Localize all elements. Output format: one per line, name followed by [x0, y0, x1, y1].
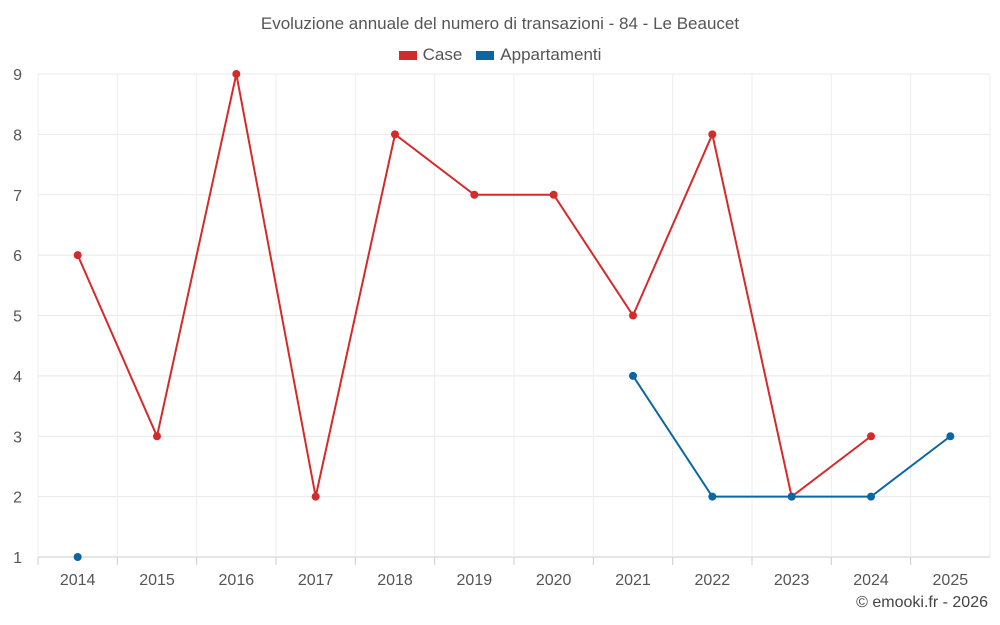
y-tick-label: 6	[13, 248, 22, 265]
data-point-appartamenti	[708, 492, 717, 501]
legend-item[interactable]: Appartamenti	[476, 45, 601, 65]
data-point-case	[629, 311, 637, 320]
data-point-case	[470, 190, 479, 199]
legend-label: Appartamenti	[500, 45, 602, 64]
x-tick-label: 2015	[139, 572, 175, 589]
x-tick-label: 2016	[219, 572, 255, 589]
legend-swatch	[398, 50, 417, 60]
x-tick-label: 2025	[933, 572, 969, 589]
data-point-appartamenti	[73, 553, 82, 561]
x-tick-label: 2014	[60, 572, 96, 589]
legend: Case Appartamenti	[0, 45, 1000, 65]
x-tick-label: 2019	[457, 572, 493, 589]
data-point-appartamenti	[787, 492, 796, 501]
y-tick-label: 3	[13, 429, 22, 446]
data-point-case	[232, 70, 241, 78]
data-point-appartamenti	[946, 432, 955, 441]
x-tick-label: 2017	[298, 572, 334, 589]
legend-label: Case	[422, 45, 463, 64]
y-tick-label: 7	[13, 188, 22, 205]
y-tick-label: 2	[13, 490, 22, 507]
data-point-case	[708, 130, 717, 139]
x-tick-label: 2018	[377, 572, 413, 589]
legend-item[interactable]: Case	[398, 45, 463, 65]
data-point-case	[73, 251, 82, 260]
y-tick-label: 9	[13, 67, 22, 84]
data-point-case	[391, 130, 399, 139]
y-tick-label: 1	[13, 550, 22, 567]
credit: © emooki.fr - 2026	[856, 594, 988, 611]
y-tick-label: 8	[13, 127, 22, 144]
data-point-case	[867, 432, 875, 441]
x-tick-label: 2024	[853, 572, 889, 589]
data-point-case	[153, 432, 161, 441]
data-point-appartamenti	[629, 371, 637, 380]
chart-title: Evoluzione annuale del numero di transaz…	[260, 14, 740, 33]
x-tick-label: 2021	[615, 572, 651, 589]
data-point-case	[311, 492, 320, 501]
data-point-case	[549, 190, 558, 199]
y-tick-label: 5	[13, 309, 22, 326]
x-tick-label: 2022	[695, 572, 731, 589]
legend-swatch	[476, 50, 495, 60]
y-tick-label: 4	[13, 369, 22, 386]
x-tick-label: 2020	[536, 572, 572, 589]
x-tick-label: 2023	[774, 572, 810, 589]
data-point-appartamenti	[867, 492, 875, 501]
